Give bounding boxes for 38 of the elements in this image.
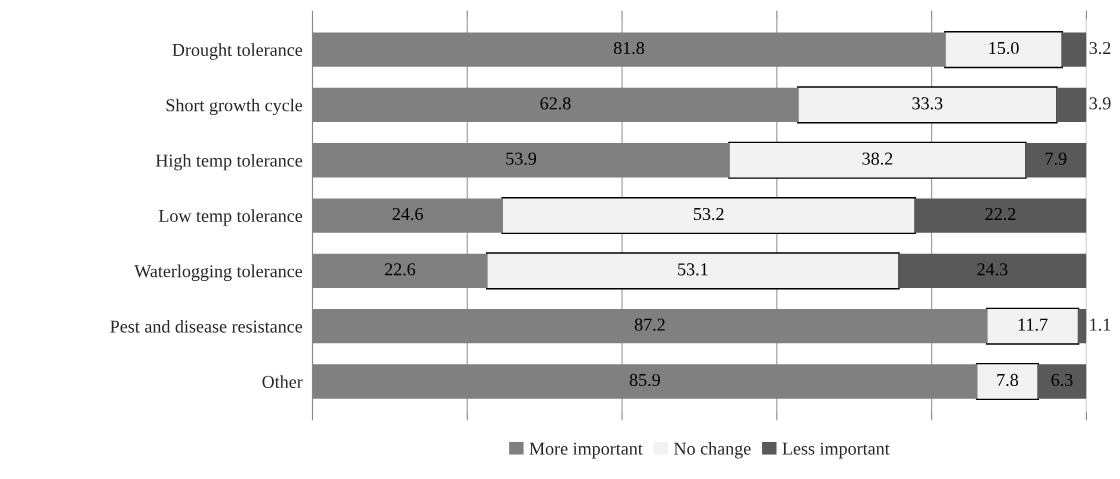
y-tick-label: Drought tolerance xyxy=(172,43,303,60)
data-label: 81.8 xyxy=(613,41,645,55)
data-label: 53.9 xyxy=(506,152,537,165)
y-tick-label: Waterlogging tolerance xyxy=(134,264,303,282)
data-label: 11.7 xyxy=(1018,318,1048,331)
data-label: 6.3 xyxy=(1051,373,1073,387)
bar xyxy=(1025,143,1087,178)
data-label: 7.8 xyxy=(997,373,1019,387)
data-label: 24.3 xyxy=(977,263,1008,276)
y-tick-label: Short growth cycle xyxy=(166,98,303,116)
data-label: 87.2 xyxy=(634,318,665,331)
bar xyxy=(1061,32,1087,67)
bar xyxy=(898,253,1087,289)
y-tick-label: Other xyxy=(262,375,303,388)
data-label: 7.9 xyxy=(1045,152,1067,165)
legend-label: Less important xyxy=(782,442,890,459)
bar xyxy=(1077,309,1087,344)
bar xyxy=(1037,364,1087,399)
data-label: 53.2 xyxy=(693,207,724,221)
data-label: 22.2 xyxy=(985,207,1016,221)
legend-label: More important xyxy=(529,442,643,459)
data-label: 38.2 xyxy=(862,152,893,165)
data-label: 33.3 xyxy=(912,97,943,110)
bar xyxy=(914,198,1087,233)
data-label: 85.9 xyxy=(629,373,660,387)
data-label: 3.2 xyxy=(1089,41,1111,55)
data-label: 53.1 xyxy=(678,263,708,276)
data-label: 22.6 xyxy=(384,263,416,276)
data-label: 15.0 xyxy=(989,41,1019,55)
y-tick-label: Low temp tolerance xyxy=(158,209,303,226)
data-label: 3.9 xyxy=(1089,97,1111,110)
legend-label: No change xyxy=(674,442,751,459)
bar xyxy=(1056,87,1087,123)
data-label: 24.6 xyxy=(392,207,423,221)
y-tick-label: High temp tolerance xyxy=(155,153,303,171)
y-tick-label: Pest and disease resistance xyxy=(110,319,303,333)
data-label: 62.8 xyxy=(540,97,571,110)
data-label: 1.1 xyxy=(1090,318,1111,331)
